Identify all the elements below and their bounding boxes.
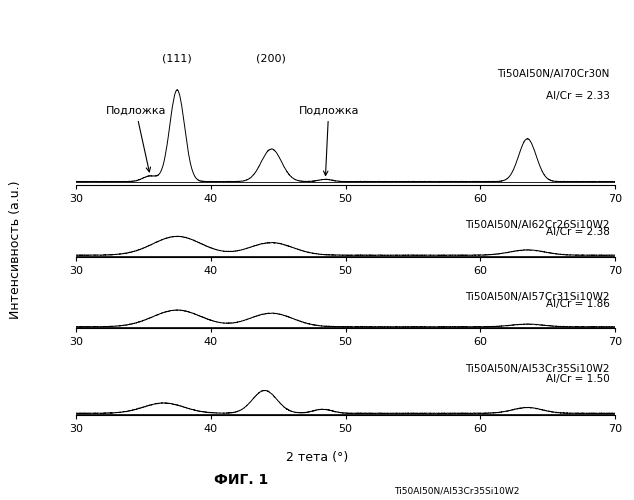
Text: Подложка: Подложка [106,106,166,172]
Text: Al/Cr = 2.38: Al/Cr = 2.38 [546,228,610,237]
Text: Al/Cr = 2.33: Al/Cr = 2.33 [546,92,610,102]
Text: Ti50Al50N/Al62Cr26Si10W2: Ti50Al50N/Al62Cr26Si10W2 [465,220,610,230]
Text: Ti50Al50N/Al57Cr31Si10W2: Ti50Al50N/Al57Cr31Si10W2 [465,292,610,302]
Text: Ti50Al50N/Al53Cr35Si10W2: Ti50Al50N/Al53Cr35Si10W2 [394,486,519,495]
Text: Ti50Al50N/Al53Cr35Si10W2: Ti50Al50N/Al53Cr35Si10W2 [465,364,610,374]
Text: Ti50Al50N/Al70Cr30N: Ti50Al50N/Al70Cr30N [497,68,610,78]
Text: (200): (200) [257,54,287,64]
Text: 2 тета (°): 2 тета (°) [286,451,348,464]
Text: Al/Cr = 1.86: Al/Cr = 1.86 [546,299,610,309]
Text: (111): (111) [162,54,192,64]
Text: Al/Cr = 1.50: Al/Cr = 1.50 [546,374,610,384]
Text: Подложка: Подложка [299,106,359,176]
Text: ФИГ. 1: ФИГ. 1 [214,474,268,488]
Text: Интенсивность (a.u.): Интенсивность (a.u.) [10,180,22,320]
